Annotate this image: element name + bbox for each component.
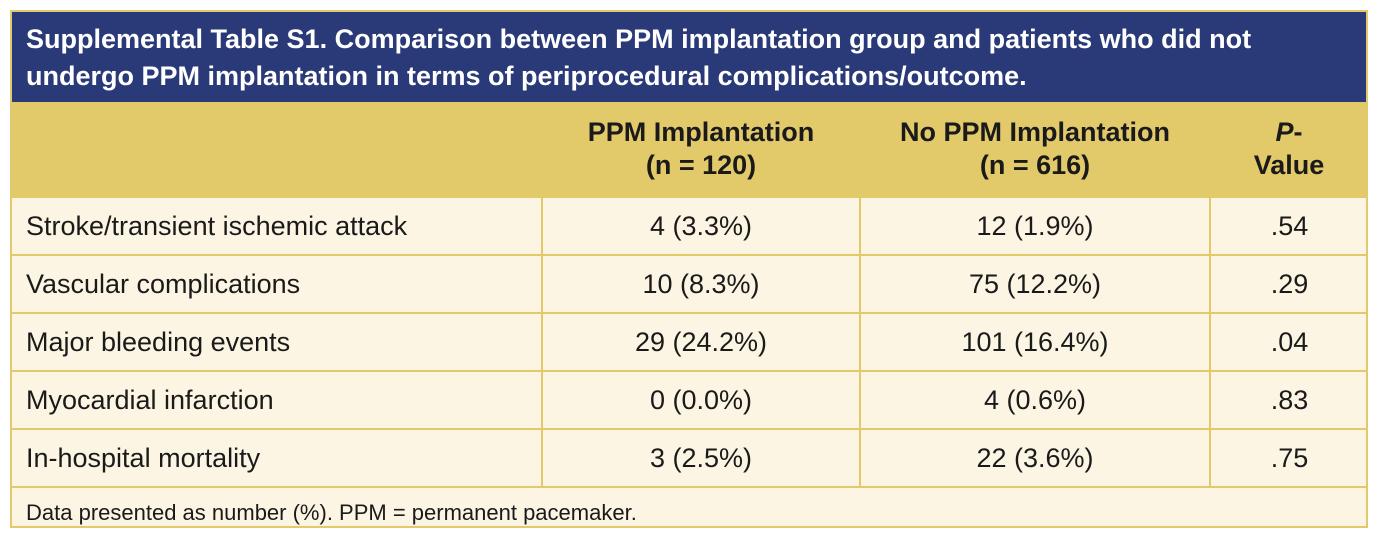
cell-no-ppm: 75 (12.2%): [859, 254, 1210, 313]
cell-p-value: .75: [1209, 428, 1368, 486]
table-row: Myocardial infarction 0 (0.0%) 4 (0.6%) …: [12, 370, 1368, 429]
cell-no-ppm: 22 (3.6%): [859, 428, 1210, 486]
table-footnote: Data presented as number (%). PPM = perm…: [12, 486, 1366, 536]
header-ppm-line2: (n = 120): [645, 150, 757, 180]
row-label: In-hospital mortality: [12, 428, 542, 486]
cell-p-value: .54: [1209, 196, 1368, 255]
cell-ppm: 10 (8.3%): [541, 254, 860, 313]
header-empty: [12, 102, 542, 197]
row-label: Major bleeding events: [12, 312, 542, 371]
header-no-ppm-line2: (n = 616): [979, 150, 1091, 180]
cell-ppm: 3 (2.5%): [541, 428, 860, 486]
header-ppm: PPM Implantation (n = 120): [542, 102, 860, 197]
cell-p-value: .29: [1209, 254, 1368, 313]
table-title: Supplemental Table S1. Comparison betwee…: [12, 12, 1366, 102]
supplemental-table: Supplemental Table S1. Comparison betwee…: [10, 10, 1368, 528]
cell-no-ppm: 4 (0.6%): [859, 370, 1210, 429]
cell-no-ppm: 101 (16.4%): [859, 312, 1210, 371]
header-p-dash: -: [1293, 117, 1303, 147]
header-ppm-line1: PPM Implantation: [587, 117, 815, 147]
cell-ppm: 0 (0.0%): [541, 370, 860, 429]
cell-ppm: 29 (24.2%): [541, 312, 860, 371]
header-p-value: P- Value: [1210, 102, 1368, 197]
header-p-line2: Value: [1253, 150, 1325, 180]
cell-no-ppm: 12 (1.9%): [859, 196, 1210, 255]
row-label: Vascular complications: [12, 254, 542, 313]
row-label: Stroke/transient ischemic attack: [12, 196, 542, 255]
header-no-ppm-line1: No PPM Implantation: [900, 117, 1170, 147]
table-row: Stroke/transient ischemic attack 4 (3.3%…: [12, 196, 1368, 255]
row-label: Myocardial infarction: [12, 370, 542, 429]
table-row: In-hospital mortality 3 (2.5%) 22 (3.6%)…: [12, 428, 1368, 486]
table-row: Major bleeding events 29 (24.2%) 101 (16…: [12, 312, 1368, 371]
header-p-letter: P: [1275, 117, 1294, 147]
table-row: Vascular complications 10 (8.3%) 75 (12.…: [12, 254, 1368, 313]
header-row: PPM Implantation (n = 120) No PPM Implan…: [12, 102, 1368, 197]
cell-p-value: .83: [1209, 370, 1368, 429]
cell-p-value: .04: [1209, 312, 1368, 371]
cell-ppm: 4 (3.3%): [541, 196, 860, 255]
complications-table: PPM Implantation (n = 120) No PPM Implan…: [12, 102, 1368, 486]
header-no-ppm: No PPM Implantation (n = 616): [860, 102, 1210, 197]
